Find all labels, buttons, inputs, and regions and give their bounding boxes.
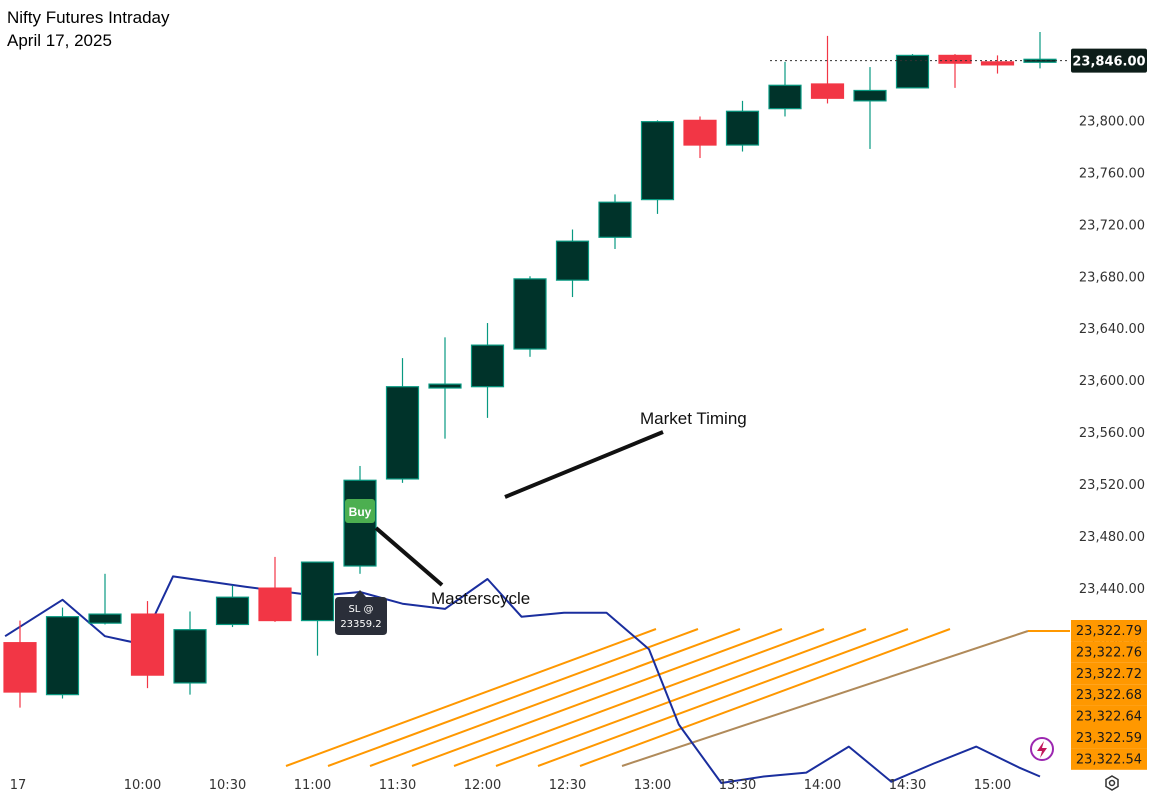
price-tick-label: 23,720.00 [1079,218,1145,233]
time-tick-label: 12:00 [464,778,501,793]
time-tick-label: 10:30 [209,778,246,793]
projection-level-label: 23,322.59 [1076,731,1142,746]
candle-body-down [810,83,845,99]
candle-body-up [215,596,250,626]
stop-loss-value: 23359.2 [340,619,381,630]
projection-level-label: 23,322.76 [1076,645,1142,660]
stop-loss-label: SL @ [348,604,373,615]
price-tick-label: 23,560.00 [1079,426,1145,441]
projection-line [495,628,867,767]
projection-level-label: 23,322.64 [1076,710,1142,725]
projection-line [327,628,699,767]
projection-level-label: 23,322.68 [1076,688,1142,703]
settings-icon-hex [1105,775,1119,791]
candle-body-up [768,84,802,110]
time-tick-label: 14:00 [804,778,841,793]
stop-loss-tag[interactable] [335,590,387,635]
projection-line [285,628,657,767]
settings-icon-center [1108,779,1116,787]
time-tick-label: 12:30 [549,778,586,793]
masterscycle-line-group [4,575,1041,784]
projection-level-tag[interactable] [1071,662,1147,685]
candle-body-up [470,344,505,388]
time-tick-label: 11:00 [294,778,331,793]
market-timing-label: Market Timing [640,409,747,428]
chart-title: Nifty Futures Intraday [7,8,170,27]
projection-level-tag[interactable] [1071,641,1147,663]
candle-body-up [513,278,547,350]
candle-body-up [300,561,335,622]
price-tick-label: 23,680.00 [1079,270,1145,285]
candle-body-up [45,616,80,696]
time-tick-label: 11:30 [379,778,416,793]
candle-body-down [3,642,37,693]
candle-body-down [938,54,972,64]
candle-body-up [343,479,377,567]
price-tick-label: 23,600.00 [1079,374,1145,389]
time-tick-label: 17 [10,778,27,793]
projection-level-label: 23,322.54 [1076,752,1142,767]
projection-line [453,628,825,767]
projection-level-label: 23,322.72 [1076,667,1142,682]
flash-icon-ring [1030,737,1054,761]
projection-level-tag[interactable] [1071,684,1147,706]
current-price-label: 23,846.00 [1072,55,1145,70]
candle-body-up [555,240,590,281]
candles-group [3,32,1068,708]
market-timing-pointer [504,430,664,499]
price-tick-label: 23,440.00 [1079,582,1145,597]
projection-line [369,628,741,767]
projection-level-label: 23,322.79 [1076,624,1142,639]
icons-group [1030,737,1119,791]
price-tick-label: 23,760.00 [1079,166,1145,181]
projection-line [621,630,1029,767]
candle-body-up [428,383,462,389]
price-tick-label: 23,800.00 [1079,114,1145,129]
time-axis-group[interactable]: 17 10:00 10:30 11:00 11:30 12:00 12:30 13:00 13:… [10,778,1012,793]
buy-signal-label: Buy [349,505,372,519]
candle-body-up [853,89,887,102]
flash-icon-bolt [1037,741,1047,758]
projection-line [579,628,951,767]
projection-line [411,628,783,767]
buy-signal-badge[interactable] [345,499,375,523]
projection-lines-group [285,628,1070,767]
candle-body-down [683,119,717,146]
flash-icon[interactable] [1030,737,1054,761]
annotations-group: Market Timing Masterscycle Buy SL @ 23359.2 [335,409,747,635]
projection-level-tag[interactable] [1071,748,1147,770]
time-tick-label: 15:00 [974,778,1011,793]
current-price-tag[interactable] [1071,48,1147,73]
candle-body-down [130,613,165,676]
candle-body-up [88,613,122,624]
projection-level-tag[interactable] [1071,727,1147,749]
price-tick-label: 23,480.00 [1079,530,1145,545]
time-tick-label: 14:30 [889,778,926,793]
candle-body-up [725,110,760,146]
projection-level-tag[interactable] [1071,620,1147,642]
time-tick-label: 13:00 [634,778,671,793]
masterscycle-line [4,575,1041,784]
candle-body-up [598,201,632,238]
price-tick-label: 23,640.00 [1079,322,1145,337]
price-axis-group[interactable]: 23,800.00 23,760.00 23,720.00 23,680.00 23,6… [1071,48,1147,770]
candle-body-up [640,121,675,201]
time-tick-label: 13:30 [719,778,756,793]
projection-line [537,628,909,767]
candle-body-down [258,587,292,622]
masterscycle-pointer [374,526,444,587]
projection-level-tag[interactable] [1071,705,1147,727]
candle-body-down [980,61,1015,66]
settings-icon[interactable] [1105,775,1119,791]
price-tick-label: 23,520.00 [1079,478,1145,493]
candle-body-up [173,629,207,684]
chart-date: April 17, 2025 [7,31,112,50]
time-tick-label: 10:00 [124,778,161,793]
candle-body-up [385,386,420,480]
masterscycle-label: Masterscycle [431,589,530,608]
